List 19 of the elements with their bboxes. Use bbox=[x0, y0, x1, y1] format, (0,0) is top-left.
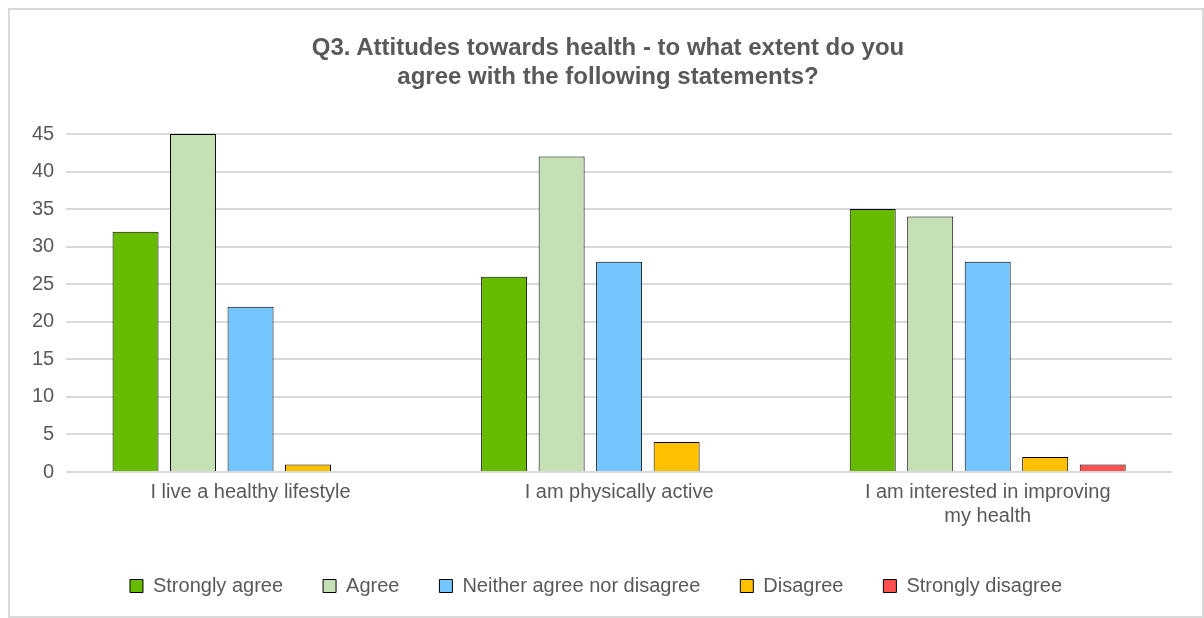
y-tick-label: 30 bbox=[32, 234, 55, 257]
y-tick-label: 40 bbox=[32, 159, 55, 182]
x-tick-label: I am interested in improving my health bbox=[864, 479, 1111, 526]
y-tick-label: 15 bbox=[32, 346, 55, 369]
y-tick-label: 5 bbox=[43, 421, 55, 444]
legend-label: Agree bbox=[346, 573, 400, 596]
y-tick-label: 20 bbox=[32, 309, 55, 332]
y-tick-label: 35 bbox=[32, 196, 55, 219]
x-tick-label: I am physically active bbox=[524, 479, 714, 502]
y-tick-label: 0 bbox=[43, 459, 55, 482]
y-tick-label: 25 bbox=[32, 271, 55, 294]
chart-title: Q3. Attitudes towards health - to what extent do you agree with the following statements? bbox=[310, 32, 906, 90]
legend-label: Strongly agree bbox=[152, 573, 284, 596]
legend-label: Strongly disagree bbox=[906, 573, 1063, 596]
legend-label: Neither agree nor disagree bbox=[462, 573, 701, 596]
legend-label: Disagree bbox=[763, 573, 844, 596]
y-tick-label: 10 bbox=[32, 384, 55, 407]
y-tick-label: 45 bbox=[32, 121, 55, 144]
x-tick-label: I live a healthy lifestyle bbox=[150, 479, 351, 502]
